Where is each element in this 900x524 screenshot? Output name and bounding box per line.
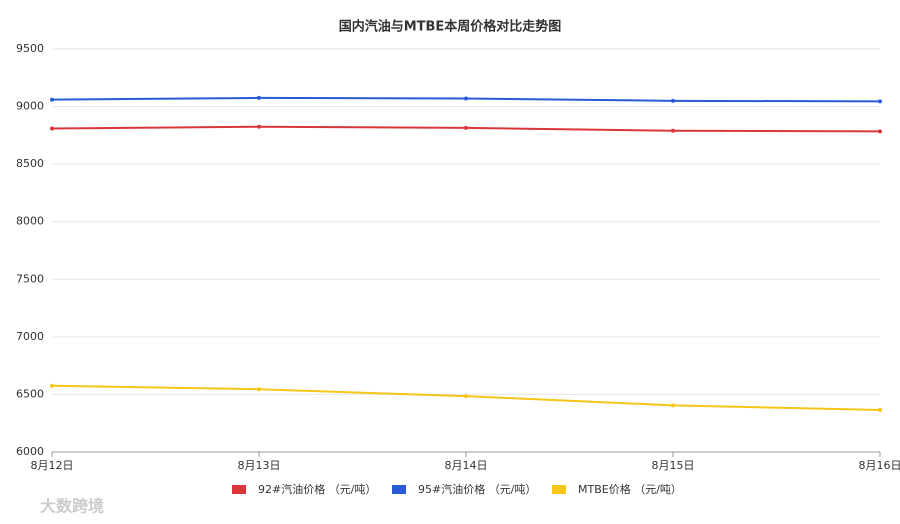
x-tick-label: 8月12日 bbox=[31, 459, 74, 472]
y-tick-label: 8500 bbox=[16, 157, 44, 170]
point bbox=[878, 407, 882, 412]
y-tick-label: 9000 bbox=[16, 100, 44, 113]
legend-label: 92#汽油价格 （元/吨） bbox=[258, 482, 376, 496]
x-tick-label: 8月14日 bbox=[445, 459, 488, 472]
point bbox=[671, 403, 675, 408]
point bbox=[257, 124, 261, 129]
y-tick-label: 6000 bbox=[16, 445, 44, 458]
point bbox=[257, 387, 261, 392]
legend-label: 95#汽油价格 （元/吨） bbox=[418, 482, 536, 496]
legend-swatch bbox=[392, 485, 406, 494]
legend-swatch bbox=[232, 485, 246, 494]
x-tick-label: 8月15日 bbox=[652, 459, 695, 472]
point bbox=[464, 96, 468, 101]
watermark: 大数跨境 bbox=[40, 497, 104, 516]
y-tick-label: 7000 bbox=[16, 330, 44, 343]
y-tick-label: 9500 bbox=[16, 42, 44, 55]
point bbox=[878, 129, 882, 134]
point bbox=[878, 99, 882, 104]
point bbox=[50, 97, 54, 102]
x-tick-label: 8月16日 bbox=[859, 459, 900, 472]
point bbox=[50, 126, 54, 131]
point bbox=[671, 128, 675, 133]
y-tick-label: 8000 bbox=[16, 215, 44, 228]
legend-swatch bbox=[552, 485, 566, 494]
legend-label: MTBE价格 （元/吨） bbox=[578, 482, 682, 496]
point bbox=[671, 98, 675, 103]
point bbox=[464, 125, 468, 130]
y-tick-label: 7500 bbox=[16, 272, 44, 285]
point bbox=[464, 394, 468, 399]
chart-title: 国内汽油与MTBE本周价格对比走势图 bbox=[339, 19, 562, 35]
x-tick-label: 8月13日 bbox=[238, 459, 281, 472]
y-tick-label: 6500 bbox=[16, 387, 44, 400]
point bbox=[257, 95, 261, 100]
point bbox=[50, 383, 54, 388]
